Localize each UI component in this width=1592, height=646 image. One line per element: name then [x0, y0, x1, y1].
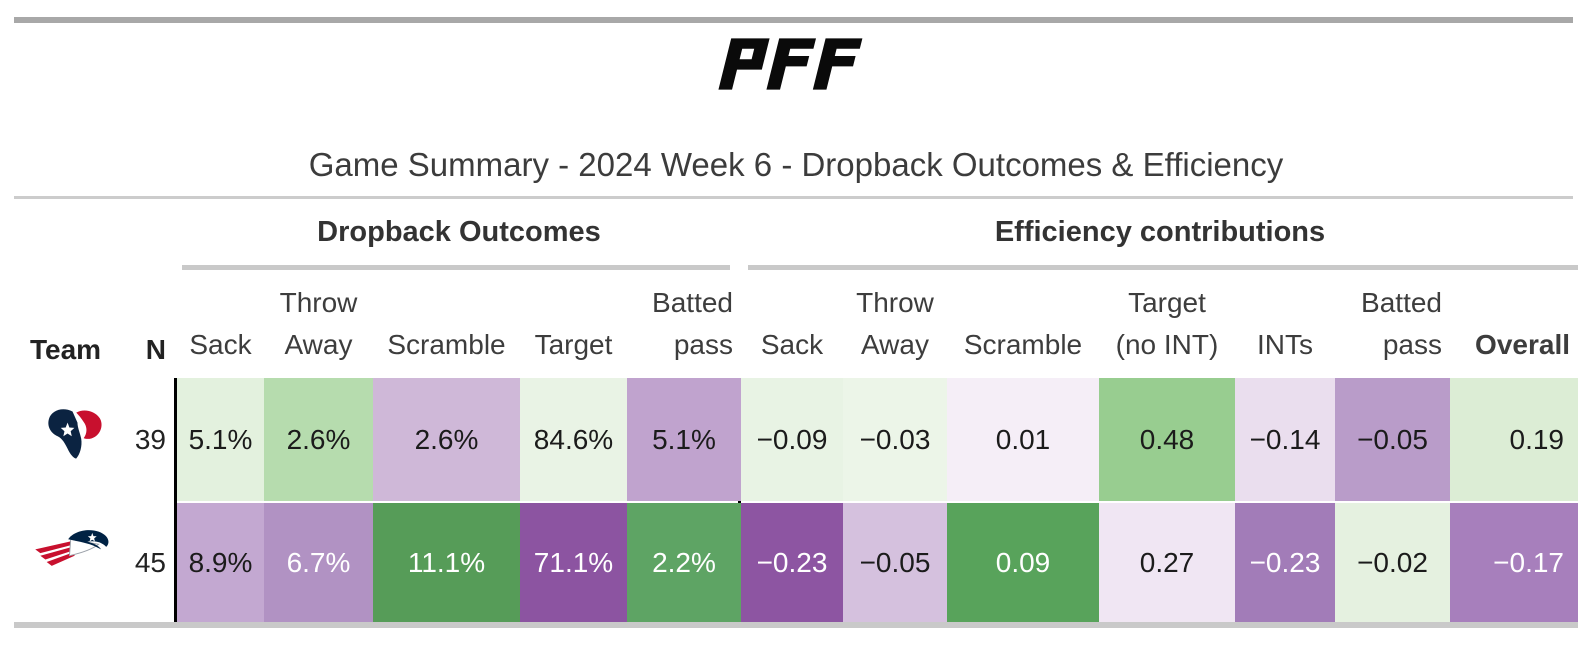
column-header-scramble: Scramble	[387, 329, 506, 360]
patriots-logo	[34, 524, 110, 581]
column-header-throw-away: Throw Away	[279, 287, 358, 360]
team-row-n-texans: 39	[134, 423, 166, 455]
cell-patriots-eff-sack: −0.23	[741, 503, 843, 622]
texans-logo	[44, 400, 106, 475]
cell-patriots-eff-throw-away: −0.05	[843, 503, 947, 622]
cell-patriots-throw-away-pct: 6.7%	[264, 503, 373, 622]
pff-logo	[0, 36, 1592, 92]
cell-texans-eff-target-no-int: 0.48	[1099, 378, 1235, 501]
top-divider-bar	[14, 17, 1573, 23]
column-header-eff-target-no-int: Target (no INT)	[1115, 287, 1219, 360]
column-header-sack: Sack	[189, 329, 252, 360]
cell-texans-sack-pct: 5.1%	[177, 378, 264, 501]
group-header-efficiency-contributions: Efficiency contributions	[994, 216, 1326, 248]
column-header-team: Team	[30, 334, 102, 365]
group-header-dropback-outcomes: Dropback Outcomes	[317, 216, 601, 248]
column-header-eff-scramble: Scramble	[963, 329, 1083, 360]
cell-texans-eff-batted-pass: −0.05	[1335, 378, 1450, 501]
pff-logo-icon	[718, 38, 863, 90]
column-header-target: Target	[534, 329, 613, 360]
cell-patriots-eff-scramble: 0.09	[947, 503, 1099, 622]
cell-texans-eff-throw-away: −0.03	[843, 378, 947, 501]
cell-texans-target-pct: 84.6%	[520, 378, 627, 501]
cell-texans-eff-sack: −0.09	[741, 378, 843, 501]
group-rule-right	[748, 265, 1578, 270]
table-vertical-divider-left	[174, 378, 177, 622]
cell-texans-batted-pass-pct: 5.1%	[627, 378, 741, 501]
cell-patriots-eff-ints: −0.23	[1235, 503, 1335, 622]
group-rule-left	[182, 265, 730, 270]
column-header-n: N	[145, 334, 166, 365]
cell-texans-eff-scramble: 0.01	[947, 378, 1099, 501]
page-title: Game Summary - 2024 Week 6 - Dropback Ou…	[308, 146, 1284, 183]
cell-texans-scramble-pct: 2.6%	[373, 378, 520, 501]
column-header-batted-pass: Batted pass	[652, 287, 733, 360]
bottom-divider-bar	[14, 622, 1578, 628]
cell-patriots-scramble-pct: 11.1%	[373, 503, 520, 622]
cell-patriots-batted-pass-pct: 2.2%	[627, 503, 741, 622]
cell-patriots-eff-batted-pass: −0.02	[1335, 503, 1450, 622]
team-row-n-patriots: 45	[134, 546, 166, 578]
cell-texans-throw-away-pct: 2.6%	[264, 378, 373, 501]
column-header-ints: INTs	[1257, 329, 1313, 360]
cell-patriots-overall: −0.17	[1450, 503, 1578, 622]
column-header-eff-throw-away: Throw Away	[856, 287, 934, 360]
cell-patriots-eff-target-no-int: 0.27	[1099, 503, 1235, 622]
column-header-eff-batted-pass: Batted pass	[1361, 287, 1442, 360]
column-header-overall: Overall	[1475, 329, 1570, 360]
title-rule	[14, 196, 1573, 199]
cell-texans-eff-ints: −0.14	[1235, 378, 1335, 501]
column-header-eff-sack: Sack	[760, 329, 824, 360]
cell-patriots-target-pct: 71.1%	[520, 503, 627, 622]
cell-patriots-sack-pct: 8.9%	[177, 503, 264, 622]
cell-texans-overall: 0.19	[1450, 378, 1578, 501]
